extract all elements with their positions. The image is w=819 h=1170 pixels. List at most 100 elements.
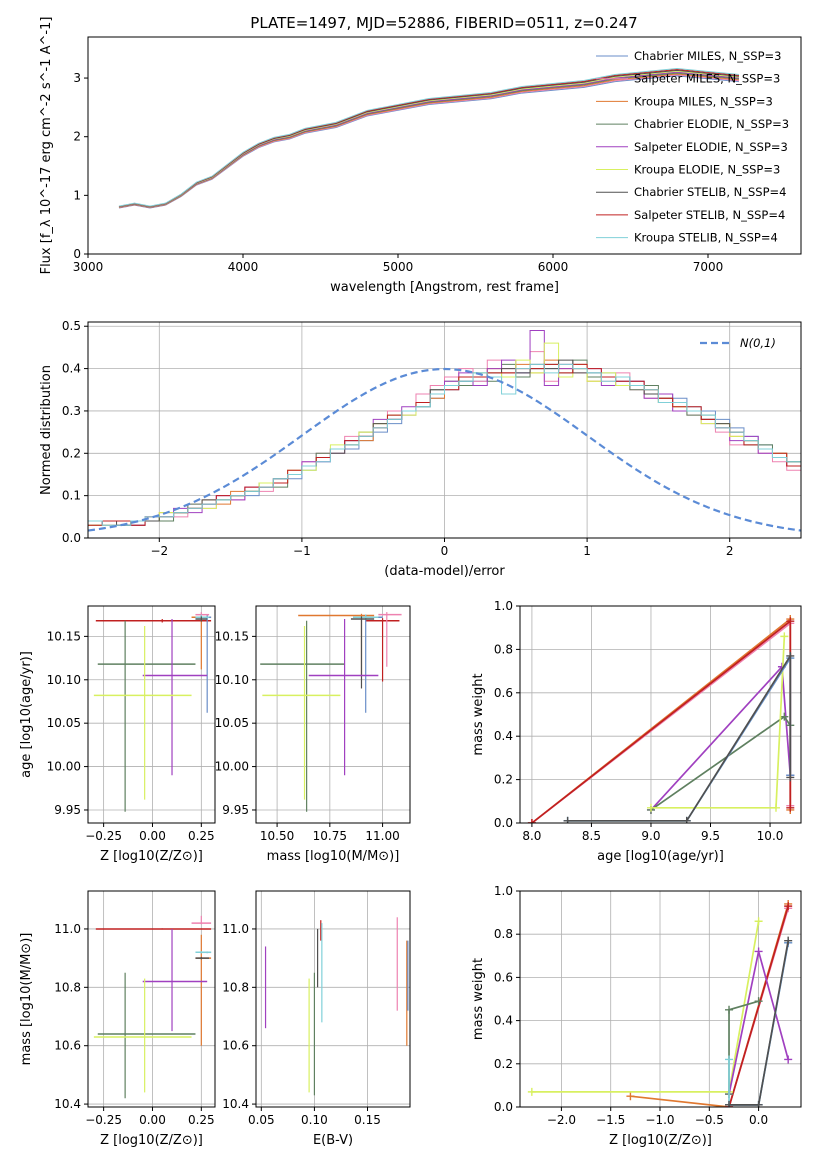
axes-frame	[519, 890, 802, 1108]
y-tick-label: 10.6	[222, 1039, 249, 1053]
x-tick-label: −2	[150, 544, 168, 558]
y-tick-label: 0.4	[494, 1014, 513, 1028]
y-axis-label: Flux [f_λ 10^-17 erg cm^-2 s^-1 A^-1]	[39, 17, 54, 275]
x-tick-label: 1	[583, 544, 591, 558]
x-axis-label: Z [log10(Z/Z⊙)]	[100, 1133, 203, 1148]
x-axis-label: mass [log10(M/M⊙)]	[267, 849, 400, 864]
axes-frame	[87, 321, 802, 539]
chart-spectrum: 3000 4000 5000 6000 7000 0 1 2 3 Chabrier MILES, …	[39, 17, 802, 295]
plot-area	[88, 329, 801, 532]
y-tick-label: 10.00	[215, 760, 249, 774]
legend-label: Salpeter ELODIE, N_SSP=3	[634, 140, 788, 154]
x-axis-label: E(B-V)	[313, 1133, 353, 1148]
y-tick-label: 0.0	[494, 816, 513, 830]
y-tick-label: 9.95	[222, 803, 249, 817]
y-tick-label: 10.15	[215, 629, 249, 643]
x-tick-label: 0.0	[749, 1113, 768, 1127]
y-tick-label: 11.0	[222, 922, 249, 936]
weight-marker	[754, 997, 763, 1006]
axes-frame	[255, 605, 411, 824]
x-tick-label: 9.5	[701, 829, 720, 843]
plot-area	[93, 915, 212, 1099]
axes-frame	[255, 890, 411, 1108]
x-tick-label: 10.75	[313, 829, 347, 843]
y-tick-label: 10.00	[47, 760, 81, 774]
weight-line	[531, 619, 792, 823]
x-tick-label: 7000	[693, 260, 724, 274]
weight-marker	[527, 1087, 536, 1096]
legend-label: Chabrier ELODIE, N_SSP=3	[634, 117, 789, 131]
y-tick-label: 0.8	[494, 642, 513, 656]
plot-area	[527, 899, 793, 1107]
x-axis-label: Z [log10(Z/Z⊙)]	[100, 849, 203, 864]
weight-marker	[780, 712, 789, 721]
weight-line	[650, 636, 786, 809]
x-tick-label: 0	[441, 544, 449, 558]
weight-marker	[725, 1100, 734, 1107]
plot-area	[93, 612, 212, 812]
y-tick-label: 1.0	[494, 599, 513, 613]
y-tick-label: 0.4	[62, 362, 81, 376]
y-axis-label: age [log10(age/yr)]	[19, 651, 34, 778]
y-axis-label: mass weight	[471, 673, 486, 755]
weight-marker	[527, 819, 536, 823]
y-tick-label: 10.8	[222, 980, 249, 994]
legend-label: Chabrier STELIB, N_SSP=4	[634, 185, 786, 199]
legend-label: Kroupa ELODIE, N_SSP=3	[634, 163, 780, 177]
x-tick-label: 11.00	[365, 829, 399, 843]
x-tick-label: −2.0	[547, 1113, 576, 1127]
y-tick-label: 0.5	[62, 319, 81, 333]
weight-marker	[784, 1055, 793, 1064]
y-tick-label: 10.8	[54, 980, 81, 994]
x-tick-label: 2	[726, 544, 734, 558]
normal-curve	[88, 367, 801, 532]
chart-age_vs_Z: −0.25 0.00 0.25 9.95 10.00 10.05 10.10 10.15 Z […	[19, 605, 216, 864]
y-tick-label: 0.1	[62, 489, 81, 503]
weight-marker	[786, 617, 795, 626]
x-tick-label: 3000	[73, 260, 104, 274]
weight-marker	[646, 803, 655, 812]
x-tick-label: 8.0	[522, 829, 541, 843]
x-axis-label: age [log10(age/yr)]	[597, 849, 724, 864]
legend-label: Salpeter STELIB, N_SSP=4	[634, 208, 785, 222]
weight-marker	[784, 936, 793, 945]
axes-frame	[519, 605, 802, 824]
y-tick-label: 1.0	[494, 884, 513, 898]
x-tick-label: 0.15	[354, 1113, 381, 1127]
chart-mass_vs_ebv: 0.05 0.10 0.15 10.4 10.6 10.8 11.0 E(B-V)	[222, 890, 411, 1148]
legend-label: Kroupa MILES, N_SSP=3	[634, 94, 773, 108]
x-tick-label: 10.50	[260, 829, 294, 843]
x-tick-label: 10.0	[757, 829, 784, 843]
y-tick-label: 10.4	[222, 1097, 249, 1111]
legend-label: Kroupa STELIB, N_SSP=4	[634, 231, 778, 245]
x-axis-label: Z [log10(Z/Z⊙)]	[609, 1133, 712, 1148]
x-tick-label: 0.25	[188, 1113, 215, 1127]
x-tick-label: 5000	[383, 260, 414, 274]
x-tick-label: 0.10	[301, 1113, 328, 1127]
weight-marker	[771, 803, 780, 812]
axes-frame	[87, 890, 216, 1108]
x-tick-label: 6000	[538, 260, 569, 274]
x-tick-label: −0.25	[85, 1113, 122, 1127]
y-tick-label: 10.6	[54, 1039, 81, 1053]
weight-marker	[780, 632, 789, 641]
plot-area	[118, 68, 740, 209]
y-tick-label: 0.3	[62, 404, 81, 418]
y-tick-label: 10.05	[47, 716, 81, 730]
y-axis-label: mass [log10(M/M⊙)]	[19, 933, 34, 1066]
chart-weight_vs_age: 8.0 8.5 9.0 9.5 10.0 0.0 0.2 0.4 0.6 0.8 1.0 age [l…	[471, 599, 802, 864]
weight-marker	[682, 816, 691, 823]
x-tick-label: −1	[293, 544, 311, 558]
legend-label: Chabrier MILES, N_SSP=3	[634, 49, 781, 63]
y-tick-label: 2	[73, 130, 81, 144]
y-axis-label: Normed distribution	[39, 365, 54, 495]
legend-label: Salpeter MILES, N_SSP=3	[634, 72, 780, 86]
weight-marker	[784, 902, 793, 911]
weight-line	[650, 715, 791, 811]
y-tick-label: 10.4	[54, 1097, 81, 1111]
y-axis-label: mass weight	[471, 958, 486, 1040]
x-tick-label: 8.5	[582, 829, 601, 843]
x-tick-label: 4000	[228, 260, 259, 274]
weight-marker	[754, 917, 763, 926]
y-tick-label: 10.10	[47, 673, 81, 687]
